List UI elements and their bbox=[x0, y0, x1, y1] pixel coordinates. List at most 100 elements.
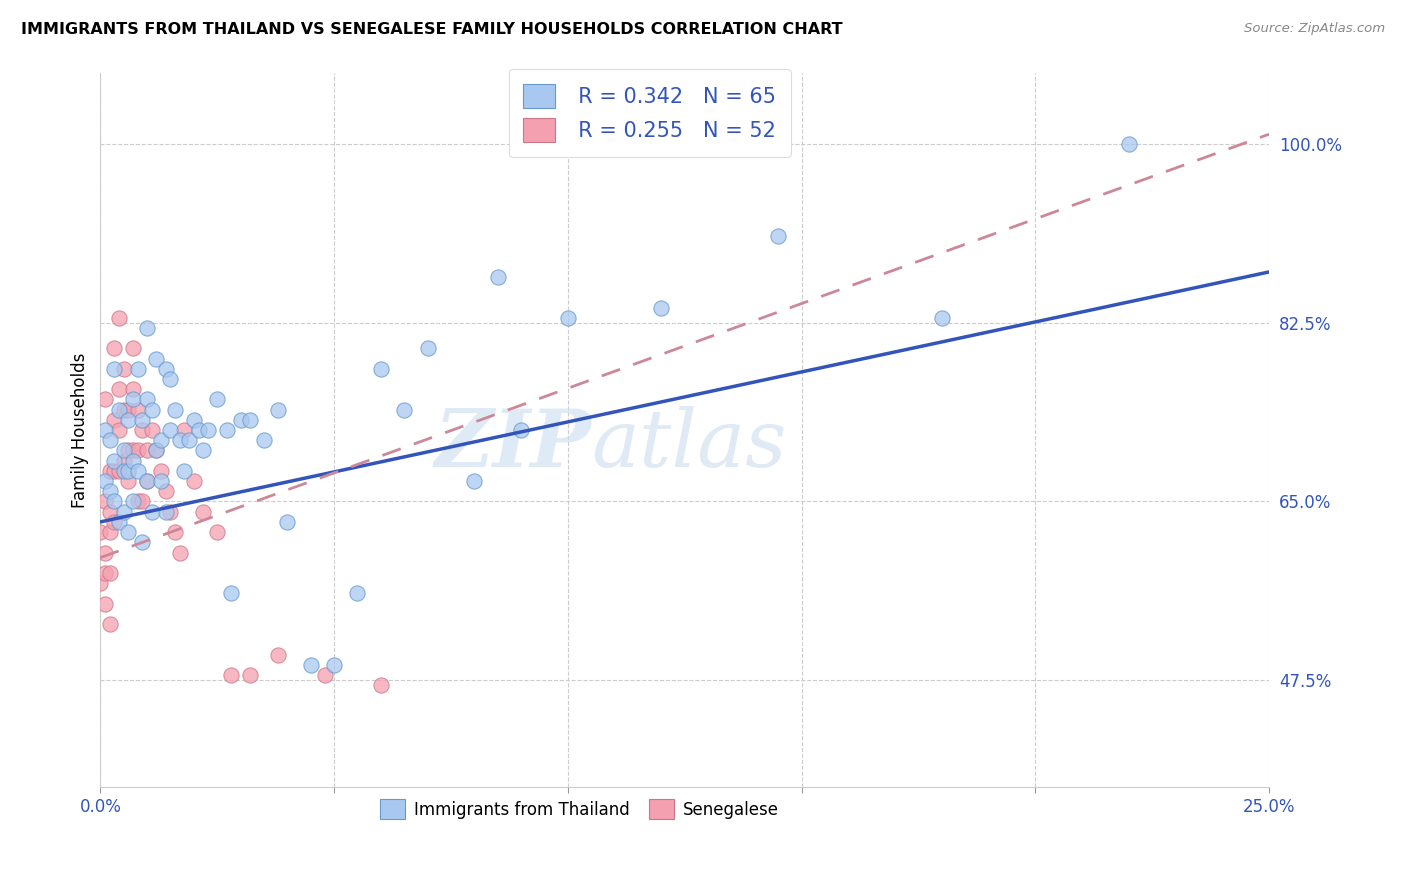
Point bbox=[346, 586, 368, 600]
Point bbox=[117, 402, 139, 417]
Point bbox=[103, 362, 125, 376]
Point bbox=[159, 372, 181, 386]
Point bbox=[155, 362, 177, 376]
Point bbox=[131, 494, 153, 508]
Point bbox=[173, 464, 195, 478]
Point bbox=[98, 434, 121, 448]
Point bbox=[112, 505, 135, 519]
Point bbox=[931, 310, 953, 325]
Point bbox=[239, 413, 262, 427]
Point bbox=[131, 413, 153, 427]
Point bbox=[145, 443, 167, 458]
Point bbox=[136, 392, 159, 407]
Point bbox=[557, 310, 579, 325]
Point bbox=[173, 423, 195, 437]
Point bbox=[392, 402, 415, 417]
Point bbox=[197, 423, 219, 437]
Point bbox=[183, 474, 205, 488]
Point bbox=[127, 402, 149, 417]
Point bbox=[98, 616, 121, 631]
Point bbox=[159, 505, 181, 519]
Point bbox=[103, 453, 125, 467]
Point bbox=[370, 362, 392, 376]
Point bbox=[205, 525, 228, 540]
Point bbox=[141, 402, 163, 417]
Point bbox=[136, 474, 159, 488]
Point bbox=[117, 443, 139, 458]
Point bbox=[136, 321, 159, 335]
Point bbox=[94, 566, 117, 580]
Point bbox=[103, 342, 125, 356]
Point bbox=[131, 535, 153, 549]
Point bbox=[193, 443, 215, 458]
Point bbox=[150, 474, 173, 488]
Point bbox=[141, 423, 163, 437]
Text: ZIP: ZIP bbox=[434, 406, 591, 483]
Point bbox=[169, 434, 191, 448]
Point bbox=[155, 505, 177, 519]
Point bbox=[150, 464, 173, 478]
Point bbox=[169, 545, 191, 559]
Point bbox=[131, 423, 153, 437]
Point bbox=[299, 657, 322, 672]
Point bbox=[370, 678, 392, 692]
Point bbox=[183, 413, 205, 427]
Point bbox=[276, 515, 298, 529]
Text: IMMIGRANTS FROM THAILAND VS SENEGALESE FAMILY HOUSEHOLDS CORRELATION CHART: IMMIGRANTS FROM THAILAND VS SENEGALESE F… bbox=[21, 22, 842, 37]
Text: Source: ZipAtlas.com: Source: ZipAtlas.com bbox=[1244, 22, 1385, 36]
Point bbox=[219, 668, 242, 682]
Point bbox=[103, 515, 125, 529]
Point bbox=[122, 342, 145, 356]
Point bbox=[159, 423, 181, 437]
Point bbox=[89, 576, 111, 591]
Point bbox=[103, 494, 125, 508]
Point bbox=[89, 525, 111, 540]
Point bbox=[112, 443, 135, 458]
Point bbox=[98, 525, 121, 540]
Point bbox=[108, 515, 131, 529]
Point bbox=[267, 648, 290, 662]
Point bbox=[94, 545, 117, 559]
Point bbox=[510, 423, 533, 437]
Point bbox=[187, 423, 209, 437]
Point bbox=[122, 453, 145, 467]
Point bbox=[650, 301, 672, 315]
Point bbox=[127, 443, 149, 458]
Point bbox=[239, 668, 262, 682]
Point bbox=[117, 474, 139, 488]
Point bbox=[112, 362, 135, 376]
Point bbox=[766, 229, 789, 244]
Y-axis label: Family Households: Family Households bbox=[72, 352, 89, 508]
Point bbox=[122, 392, 145, 407]
Point bbox=[486, 270, 509, 285]
Point bbox=[193, 505, 215, 519]
Point bbox=[145, 351, 167, 366]
Point bbox=[215, 423, 238, 437]
Point bbox=[112, 464, 135, 478]
Point bbox=[98, 505, 121, 519]
Point bbox=[94, 494, 117, 508]
Legend: Immigrants from Thailand, Senegalese: Immigrants from Thailand, Senegalese bbox=[374, 793, 786, 825]
Point bbox=[165, 525, 187, 540]
Point bbox=[314, 668, 336, 682]
Point bbox=[117, 413, 139, 427]
Point bbox=[150, 434, 173, 448]
Text: atlas: atlas bbox=[591, 406, 786, 483]
Point bbox=[98, 464, 121, 478]
Point bbox=[108, 382, 131, 396]
Point bbox=[179, 434, 201, 448]
Point bbox=[122, 494, 145, 508]
Point bbox=[253, 434, 276, 448]
Point bbox=[108, 310, 131, 325]
Point bbox=[267, 402, 290, 417]
Point bbox=[94, 392, 117, 407]
Point bbox=[229, 413, 252, 427]
Point bbox=[94, 597, 117, 611]
Point bbox=[108, 423, 131, 437]
Point bbox=[127, 494, 149, 508]
Point bbox=[112, 402, 135, 417]
Point bbox=[108, 402, 131, 417]
Point bbox=[98, 484, 121, 499]
Point bbox=[122, 382, 145, 396]
Point bbox=[94, 474, 117, 488]
